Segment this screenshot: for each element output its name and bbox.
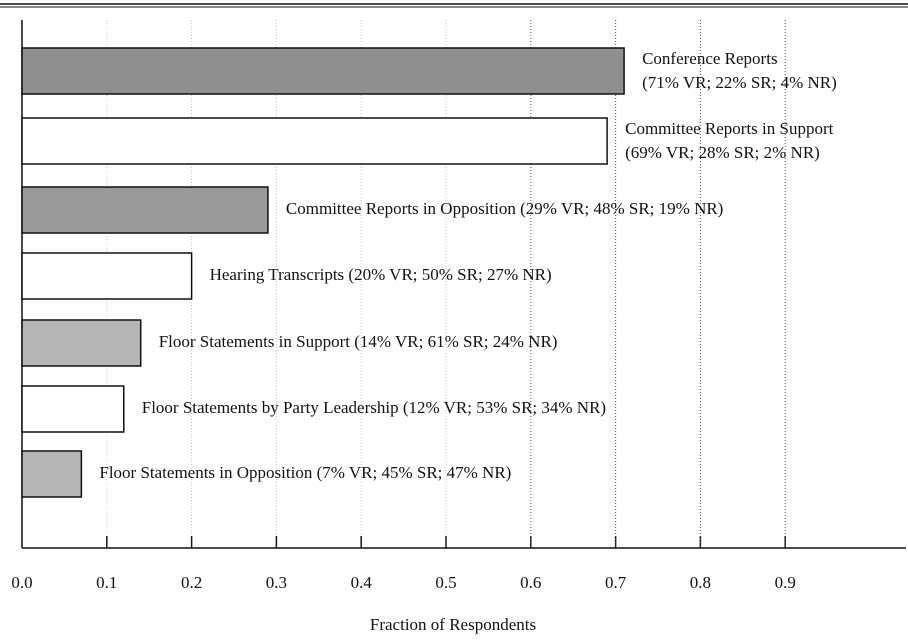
bar-value-label: (29% VR; 48% SR; 19% NR) <box>520 199 723 218</box>
bar-value-label: (12% VR; 53% SR; 34% NR) <box>403 398 606 417</box>
bar-label: Committee Reports in Opposition (29% VR;… <box>286 199 723 218</box>
bar-label: Hearing Transcripts (20% VR; 50% SR; 27%… <box>210 265 552 284</box>
x-tick-label: 0.4 <box>351 573 373 592</box>
bar <box>21 385 125 433</box>
bar-category-label: Conference Reports <box>642 49 777 68</box>
bar-category-label: Floor Statements in Support <box>159 332 351 351</box>
bar-label: Floor Statements in Opposition (7% VR; 4… <box>99 463 511 482</box>
bar-category-label: Committee Reports in Support <box>625 119 834 138</box>
x-tick-label: 0.1 <box>96 573 117 592</box>
x-tick-label: 0.9 <box>775 573 796 592</box>
x-axis-label: Fraction of Respondents <box>370 615 536 634</box>
x-tick-label: 0.3 <box>266 573 287 592</box>
bar-category-label: Hearing Transcripts <box>210 265 345 284</box>
bar-label: Floor Statements in Support (14% VR; 61%… <box>159 332 558 351</box>
x-tick-label: 0.6 <box>520 573 541 592</box>
bar <box>21 319 142 367</box>
bar-value-label: (14% VR; 61% SR; 24% NR) <box>354 332 557 351</box>
x-tick-label: 0.5 <box>435 573 456 592</box>
bar-value-label: (69% VR; 28% SR; 2% NR) <box>625 143 820 162</box>
bar-value-label: (20% VR; 50% SR; 27% NR) <box>348 265 551 284</box>
bar <box>21 252 193 300</box>
bar-label: Floor Statements by Party Leadership (12… <box>142 398 606 417</box>
x-tick-label: 0.8 <box>690 573 711 592</box>
x-tick-label: 0.2 <box>181 573 202 592</box>
bar-category-label: Floor Statements in Opposition <box>99 463 312 482</box>
bar <box>21 47 625 95</box>
bar-category-label: Floor Statements by Party Leadership <box>142 398 399 417</box>
bar-category-label: Committee Reports in Opposition <box>286 199 516 218</box>
bar <box>21 450 83 498</box>
bar <box>21 186 269 234</box>
bar-value-label: (71% VR; 22% SR; 4% NR) <box>642 73 837 92</box>
x-tick-label: 0.7 <box>605 573 627 592</box>
x-tick-label: 0.0 <box>11 573 32 592</box>
bar-value-label: (7% VR; 45% SR; 47% NR) <box>317 463 512 482</box>
bar <box>21 117 608 165</box>
